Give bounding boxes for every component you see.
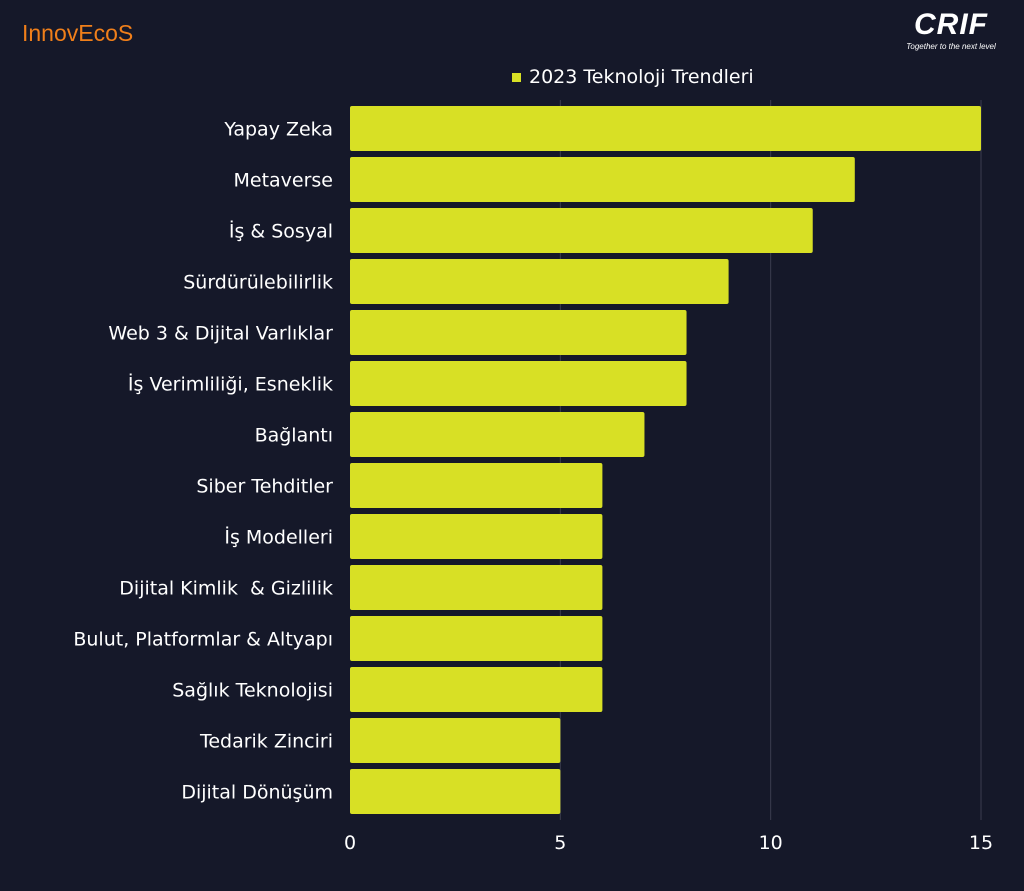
crif-tagline: Together to the next level — [906, 42, 996, 51]
bar — [350, 463, 603, 508]
category-label: Siber Tehditler — [196, 476, 333, 498]
bar — [350, 616, 603, 661]
x-tick-label: 10 — [759, 832, 783, 854]
bar — [350, 412, 645, 457]
category-label: Metaverse — [233, 170, 333, 192]
legend-swatch — [512, 72, 521, 82]
legend-label: 2023 Teknoloji Trendleri — [529, 66, 754, 88]
category-label: Sağlık Teknolojisi — [172, 680, 333, 702]
category-label: Dijital Kimlik & Gizlilik — [119, 578, 333, 600]
bar — [350, 208, 813, 253]
category-label: İş Modelleri — [224, 526, 333, 549]
crif-logo-mark: CRIF — [914, 8, 988, 41]
category-label: Yapay Zeka — [223, 119, 333, 141]
x-tick-label: 0 — [344, 832, 356, 854]
category-label: Sürdürülebilirlik — [183, 272, 333, 294]
category-label: Web 3 & Dijital Varlıklar — [108, 323, 333, 345]
bar — [350, 718, 561, 763]
category-label: Bağlantı — [255, 425, 333, 447]
x-tick-label: 15 — [969, 832, 993, 854]
bar — [350, 259, 729, 304]
category-label: Tedarik Zinciri — [199, 731, 333, 753]
bar — [350, 514, 603, 559]
bar — [350, 769, 561, 814]
x-tick-label: 5 — [554, 832, 566, 854]
legend: 2023 Teknoloji Trendleri — [512, 66, 754, 88]
innovecos-logo: InnovEcoS — [22, 20, 134, 46]
category-label: Bulut, Platformlar & Altyapı — [73, 629, 333, 651]
category-label: Dijital Dönüşüm — [181, 782, 333, 804]
bar — [350, 310, 687, 355]
category-label: İş Verimliliği, Esneklik — [128, 373, 333, 396]
bar — [350, 157, 855, 202]
bar — [350, 667, 603, 712]
crif-logo: CRIF Together to the next level — [896, 8, 1006, 52]
category-label: İş & Sosyal — [229, 220, 333, 243]
bar — [350, 106, 981, 151]
bar — [350, 361, 687, 406]
bar — [350, 565, 603, 610]
